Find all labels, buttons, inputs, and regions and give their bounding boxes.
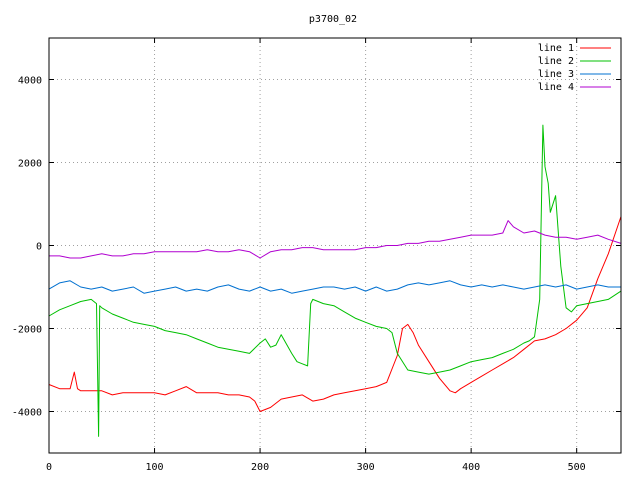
y-tick-label: 2000 [18, 159, 42, 170]
x-tick-label: 300 [357, 462, 375, 473]
y-tick-label: 0 [36, 242, 42, 253]
series-line-1 [48, 216, 622, 412]
legend-label: line 4 [538, 82, 574, 93]
series-line-2 [48, 124, 622, 437]
legend-label: line 1 [538, 43, 574, 54]
series-line-3 [48, 280, 621, 294]
chart-title: p3700_02 [309, 14, 357, 25]
plot-area [48, 124, 622, 437]
axis-ticks: 0 100 200 300 400 500 -4000 -2000 0 2000 4000 [12, 38, 621, 473]
y-tick-label: -2000 [12, 325, 42, 336]
y-tick-label: 4000 [18, 76, 42, 87]
series-line-4 [49, 220, 622, 259]
plot-frame [48, 37, 622, 454]
grid [49, 38, 621, 453]
x-tick-label: 400 [462, 462, 480, 473]
x-tick-label: 500 [568, 462, 586, 473]
x-tick-label: 200 [251, 462, 269, 473]
y-tick-label: -4000 [12, 408, 42, 419]
x-tick-label: 0 [46, 462, 52, 473]
legend-label: line 3 [538, 69, 574, 80]
legend-label: line 2 [538, 56, 574, 67]
x-tick-label: 100 [146, 462, 164, 473]
legend: line 1 line 2 line 3 line 4 [538, 43, 611, 93]
